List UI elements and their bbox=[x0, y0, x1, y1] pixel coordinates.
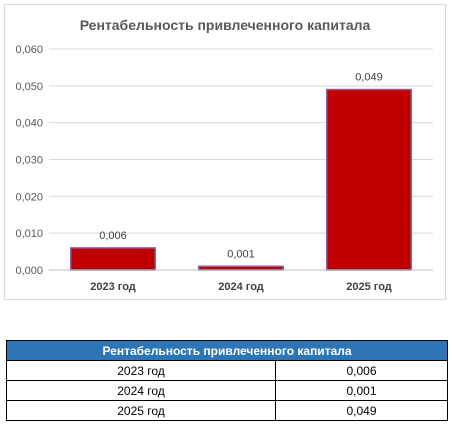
table-header: Рентабельность привлеченного капитала bbox=[6, 340, 448, 361]
table-row: 2024 год 0,001 bbox=[6, 380, 448, 401]
data-label: 0,006 bbox=[99, 230, 127, 242]
bar bbox=[70, 247, 156, 271]
chart-area: Рентабельность привлеченного капитала 0,… bbox=[4, 4, 446, 300]
table-row: 2023 год 0,006 bbox=[6, 360, 448, 381]
y-tick-label: 0,010 bbox=[15, 228, 43, 240]
y-tick-label: 0,050 bbox=[15, 81, 43, 93]
table-cell-value: 0,006 bbox=[275, 360, 448, 381]
table-header-row: Рентабельность привлеченного капитала bbox=[6, 340, 448, 361]
data-label: 0,049 bbox=[355, 72, 383, 84]
bar-chart: 0,000 0,010 0,020 0,030 0,040 0,050 0,060 0,006… bbox=[15, 44, 433, 293]
y-tick-label: 0,060 bbox=[15, 44, 43, 56]
y-tick-label: 0,040 bbox=[15, 118, 43, 130]
data-table: Рентабельность привлеченного капитала 20… bbox=[6, 340, 448, 421]
table-cell-value: 0,001 bbox=[275, 380, 448, 401]
table-cell-year: 2024 год bbox=[6, 380, 276, 401]
x-tick-label: 2023 год bbox=[90, 281, 136, 293]
y-tick-label: 0,020 bbox=[15, 191, 43, 203]
table-cell-value: 0,049 bbox=[275, 400, 448, 421]
table-row: 2025 год 0,049 bbox=[6, 400, 448, 421]
data-label: 0,001 bbox=[227, 248, 255, 260]
table-cell-year: 2023 год bbox=[6, 360, 276, 381]
bar bbox=[198, 265, 284, 271]
x-tick-label: 2025 год bbox=[346, 281, 392, 293]
bar bbox=[326, 88, 412, 271]
x-tick-label: 2024 год bbox=[218, 281, 264, 293]
y-tick-label: 0,000 bbox=[15, 265, 43, 277]
table-cell-year: 2025 год bbox=[6, 400, 276, 421]
chart-title: Рентабельность привлеченного капитала bbox=[79, 17, 371, 33]
y-tick-label: 0,030 bbox=[15, 155, 43, 167]
